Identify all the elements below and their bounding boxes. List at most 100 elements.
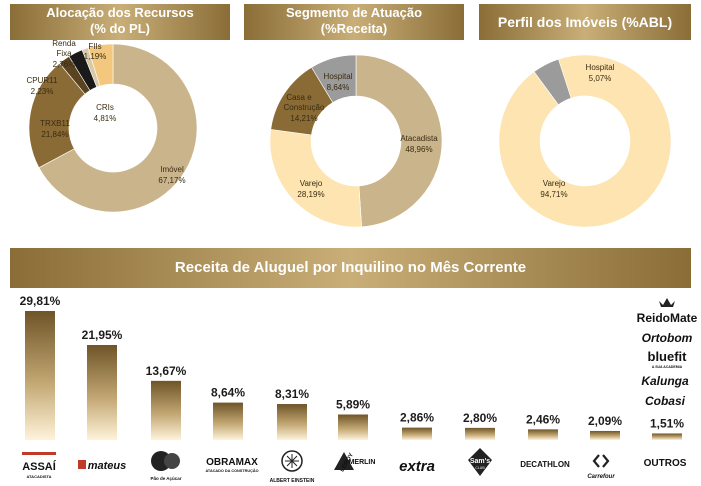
bar-value-label: 5,89% <box>336 398 370 412</box>
label-hospital: Hospital <box>324 72 353 81</box>
donut-alocacao <box>28 43 198 213</box>
header-segmento: Segmento de Atuação (%Receita) <box>244 4 464 40</box>
label-trxb: TRXB11 <box>40 119 70 128</box>
label-hospital-abl-pct: 5,07% <box>589 74 612 83</box>
logo-outros: OUTROS <box>644 458 687 469</box>
logo-cobasi: Cobasi <box>645 394 686 408</box>
bar-value-label: 2,80% <box>463 411 497 425</box>
bar-assa- <box>25 311 55 440</box>
bar-decathlon <box>528 429 558 440</box>
label-imovel-pct: 67,17% <box>158 176 185 185</box>
slice-trxb11 <box>28 62 86 169</box>
label-hospital-abl: Hospital <box>586 63 615 72</box>
bar-value-label: 13,67% <box>146 364 187 378</box>
slice-hospital <box>311 54 357 103</box>
logo-carrefour-text: Carrefour <box>587 474 615 480</box>
bar-value-label: 2,46% <box>526 412 560 426</box>
logo-assai-sub: ATACADISTA <box>26 474 51 479</box>
label-atacadista-pct: 48,96% <box>405 145 432 154</box>
header-segmento-line2: (%Receita) <box>320 21 388 36</box>
logo-obramax-sub: ATACADO DA CONSTRUÇÃO <box>205 468 258 473</box>
bar-mateus <box>87 345 117 440</box>
bar-value-label: 8,64% <box>211 386 245 400</box>
slice-im-vel <box>38 43 198 213</box>
label-cris: CRIs <box>96 103 114 112</box>
header-segmento-line1: Segmento de Atuação <box>285 5 423 20</box>
label-casa-pct: 14,21% <box>290 114 317 123</box>
slice-atacadista <box>355 54 443 228</box>
donut-perfil <box>498 54 672 228</box>
tenant-logos: ASSAÍ ATACADISTA mateus Pão de Açúcar OB… <box>22 448 687 484</box>
logo-leroy-text2: MERLIN <box>349 459 376 466</box>
bar-value-label: 2,09% <box>588 414 622 428</box>
crown-icon <box>659 298 675 307</box>
header-alocacao-line2: (% do PL) <box>90 21 150 36</box>
bar-chart: 29,81% 21,95% 13,67% 8,64% 8,31% 5,89% 2,86% 2,… <box>20 294 684 440</box>
label-casa1: Casa e <box>286 93 312 102</box>
logo-sams-text: Sam's <box>470 458 490 465</box>
donut-alocacao-labels: Renda Fixa 2,76% FIIs 1,19% CPUR11 2,23%… <box>27 39 186 185</box>
label-cpur-pct: 2,23% <box>31 87 54 96</box>
logo-mateus-text: mateus <box>88 460 127 472</box>
bar-value-label: 2,86% <box>400 411 434 425</box>
logo-einstein-text: ALBERT EINSTEIN <box>270 478 315 484</box>
label-fixa: Fixa <box>56 49 72 58</box>
label-cpur: CPUR11 <box>27 76 59 85</box>
label-fiis-pct: 1,19% <box>84 52 107 61</box>
label-varejo-pct: 28,19% <box>297 190 324 199</box>
logo-assai: ASSAÍ ATACADISTA <box>22 452 57 479</box>
logo-obramax-text: OBRAMAX <box>206 457 258 468</box>
label-cris-pct: 4,81% <box>94 114 117 123</box>
logo-sams-sub: CLUB <box>475 466 485 470</box>
logo-obramax: OBRAMAX ATACADO DA CONSTRUÇÃO <box>205 457 258 473</box>
logo-pao: Pão de Açúcar <box>150 451 182 481</box>
header-receita: Receita de Aluguel por Inquilino no Mês … <box>10 248 691 288</box>
bar-value-label: 8,31% <box>275 387 309 401</box>
bar-value-label: 1,51% <box>650 416 684 430</box>
logo-assai-text: ASSAÍ <box>22 460 57 473</box>
bar-sam-s-club <box>465 427 495 440</box>
label-casa2: Construção <box>284 103 325 112</box>
bar-leroy-merlin <box>338 414 368 440</box>
logo-extra: extra <box>399 458 435 475</box>
logo-carrefour: Carrefour <box>587 454 615 480</box>
label-hospital-pct: 8,64% <box>327 83 350 92</box>
slice-varejo <box>498 54 672 228</box>
header-perfil: Perfil dos Imóveis (%ABL) <box>479 4 691 40</box>
logo-reidomate: ReidoMate <box>637 311 698 325</box>
slice-hospital <box>533 58 572 106</box>
header-alocacao-line1: Alocação dos Recursos <box>46 5 194 20</box>
logo-einstein: ALBERT EINSTEIN <box>270 450 315 484</box>
label-trxb-pct: 21,84% <box>41 130 68 139</box>
bar-value-label: 29,81% <box>20 294 61 308</box>
slice-cris <box>87 43 114 87</box>
label-renda: Renda <box>52 39 76 48</box>
slice-varejo <box>269 129 362 228</box>
bar-outros <box>652 433 682 440</box>
logo-bluefit: bluefit <box>648 349 688 364</box>
logo-pao-text: Pão de Açúcar <box>150 476 181 481</box>
logo-mateus: mateus <box>78 460 126 472</box>
label-varejo: Varejo <box>300 179 323 188</box>
bar-value-label: 21,95% <box>82 328 123 342</box>
logo-decathlon-text: DECATHLON <box>520 460 570 469</box>
logo-extra-text: extra <box>399 458 435 475</box>
outros-logos: ReidoMate Ortobom bluefit A SUA ACADEMIA… <box>637 298 698 408</box>
logo-bluefit-sub: A SUA ACADEMIA <box>652 365 683 369</box>
header-alocacao: Alocação dos Recursos (% do PL) <box>10 4 230 40</box>
donut-segmento <box>269 54 443 228</box>
logo-decathlon: DECATHLON <box>520 460 570 469</box>
logo-outros-text: OUTROS <box>644 458 687 469</box>
bar-p-o-de-a-car <box>151 380 181 440</box>
label-renda-pct: 2,76% <box>53 60 76 69</box>
logo-sams: Sam's CLUB <box>468 448 492 476</box>
label-atacadista: Atacadista <box>400 134 438 143</box>
logo-leroy: LEROY MERLIN <box>334 452 375 473</box>
bar-carrefour <box>590 430 620 440</box>
label-fiis: FIIs <box>88 42 101 51</box>
bar-albert-einstein <box>277 404 307 440</box>
bar-extra <box>402 427 432 440</box>
label-imovel: Imóvel <box>160 165 184 174</box>
logo-ortobom: Ortobom <box>642 331 693 345</box>
